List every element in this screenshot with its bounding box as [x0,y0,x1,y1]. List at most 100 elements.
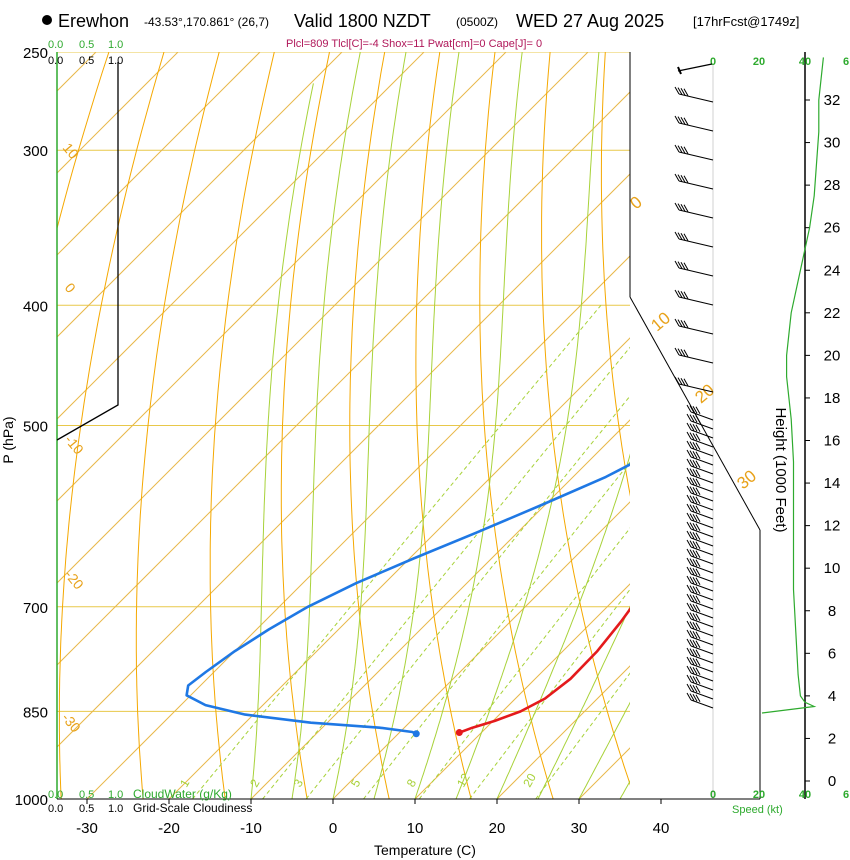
wind-barb [686,467,714,484]
barb-flag [692,657,698,666]
pressure-tick-1: 300 [23,143,48,160]
barb-flag [683,146,689,155]
barb-flag [689,585,695,593]
barb-flag [695,478,701,487]
cloudiness-bottom-tick-0: 0.0 [48,803,63,815]
barb-flag [695,676,701,685]
dry-adiabat [135,52,220,799]
barb-staff [678,93,714,103]
cloudiness-top-tick-0: 0.0 [48,55,63,67]
pressure-tick-3: 500 [23,419,48,436]
barb-flag [680,116,686,125]
mixing-ratio-label-6: 20 [520,771,539,790]
barb-flag [692,558,698,567]
wind-barb [686,476,714,493]
barb-staff [690,411,714,421]
temperature-profile [458,607,630,734]
barb-flag [677,377,683,385]
barb-flag [689,495,695,503]
speed-bottom-tick-2: 40 [799,789,811,801]
barb-flag [692,576,698,585]
barb-flag [692,423,698,432]
height-tick-6: 12 [824,518,841,535]
temp-tick-4: 10 [407,820,424,837]
barb-staff [690,681,714,691]
wind-barb [686,422,714,439]
isotherm [57,91,630,666]
barb-flag [677,174,683,182]
wind-barb [686,458,714,475]
barb-flag [686,674,692,683]
temp-tick-7: 40 [653,820,670,837]
barb-flag [692,414,698,423]
height-tick-8: 16 [824,433,841,450]
height-tick-3: 6 [828,645,836,662]
moist-adiabat [496,453,630,799]
cloudiness-bottom-tick-1: 0.5 [79,803,94,815]
barb-flag [677,348,683,356]
speed-top-tick-2: 40 [799,56,811,68]
wind-barb [686,683,714,700]
barb-staff [690,438,714,448]
barb-staff [690,591,714,601]
barb-flag [674,231,680,240]
mixing-ratio-line-2 [305,395,630,799]
barb-flag [695,622,701,631]
barb-flag [689,450,695,458]
barb-flag [683,233,689,242]
barb-flag [692,468,698,477]
height-tick-4: 8 [828,603,836,620]
wind-barb [686,503,714,520]
barb-flag [674,289,680,298]
barb-flag [680,319,686,328]
barb-flag [674,202,680,211]
barb-flag [689,540,695,548]
barb-staff [690,618,714,628]
dry-adiabat-label-1: 0 [62,280,79,296]
barb-flag [677,290,683,298]
barb-flag [695,559,701,568]
barb-flag [683,320,689,329]
moist-adiabat-label-1: 10 [647,308,674,335]
cloudwater-top-tick-1: 0.5 [79,39,94,51]
wind-barb [686,485,714,502]
wind-barb-top [677,63,713,72]
isotherm [57,52,261,256]
wind-barb [686,620,714,637]
wind-barb [674,318,714,335]
barb-flag [689,504,695,512]
barb-flag [695,640,701,649]
barb-staff [690,429,714,439]
cloudiness-top-tick-2: 1.0 [108,55,123,67]
wind-barb [686,530,714,547]
barb-flag [692,495,698,504]
wind-barb [674,260,714,277]
height-tick-0: 0 [828,773,836,790]
barb-flag [680,348,686,357]
temperature-start-marker [455,729,463,737]
y-axis-title: P (hPa) [0,416,16,463]
height-tick-7: 14 [824,475,841,492]
speed-axis-title: Speed (kt) [732,804,783,816]
barb-flag [692,432,698,441]
wind-barb [686,440,714,457]
temp-tick-5: 20 [489,820,506,837]
isotherm [496,665,630,799]
cloudiness-label: Grid-Scale Cloudiness [133,801,252,815]
barb-flag [677,87,683,95]
isotherm [414,583,630,799]
barb-flag [689,486,695,494]
barb-flag [686,440,692,449]
barb-flag [689,522,695,530]
barb-staff [690,654,714,664]
barb-flag [686,557,692,566]
wind-barb [686,566,714,583]
mixing-ratio-label-3: 5 [348,776,364,789]
barb-flag [686,467,692,476]
height-tick-12: 24 [824,262,841,279]
cloudwater-label: CloudWater (g/Kg) [133,787,232,801]
barb-flag [686,512,692,521]
barb-flag [686,611,692,620]
barb-flag [680,174,686,183]
